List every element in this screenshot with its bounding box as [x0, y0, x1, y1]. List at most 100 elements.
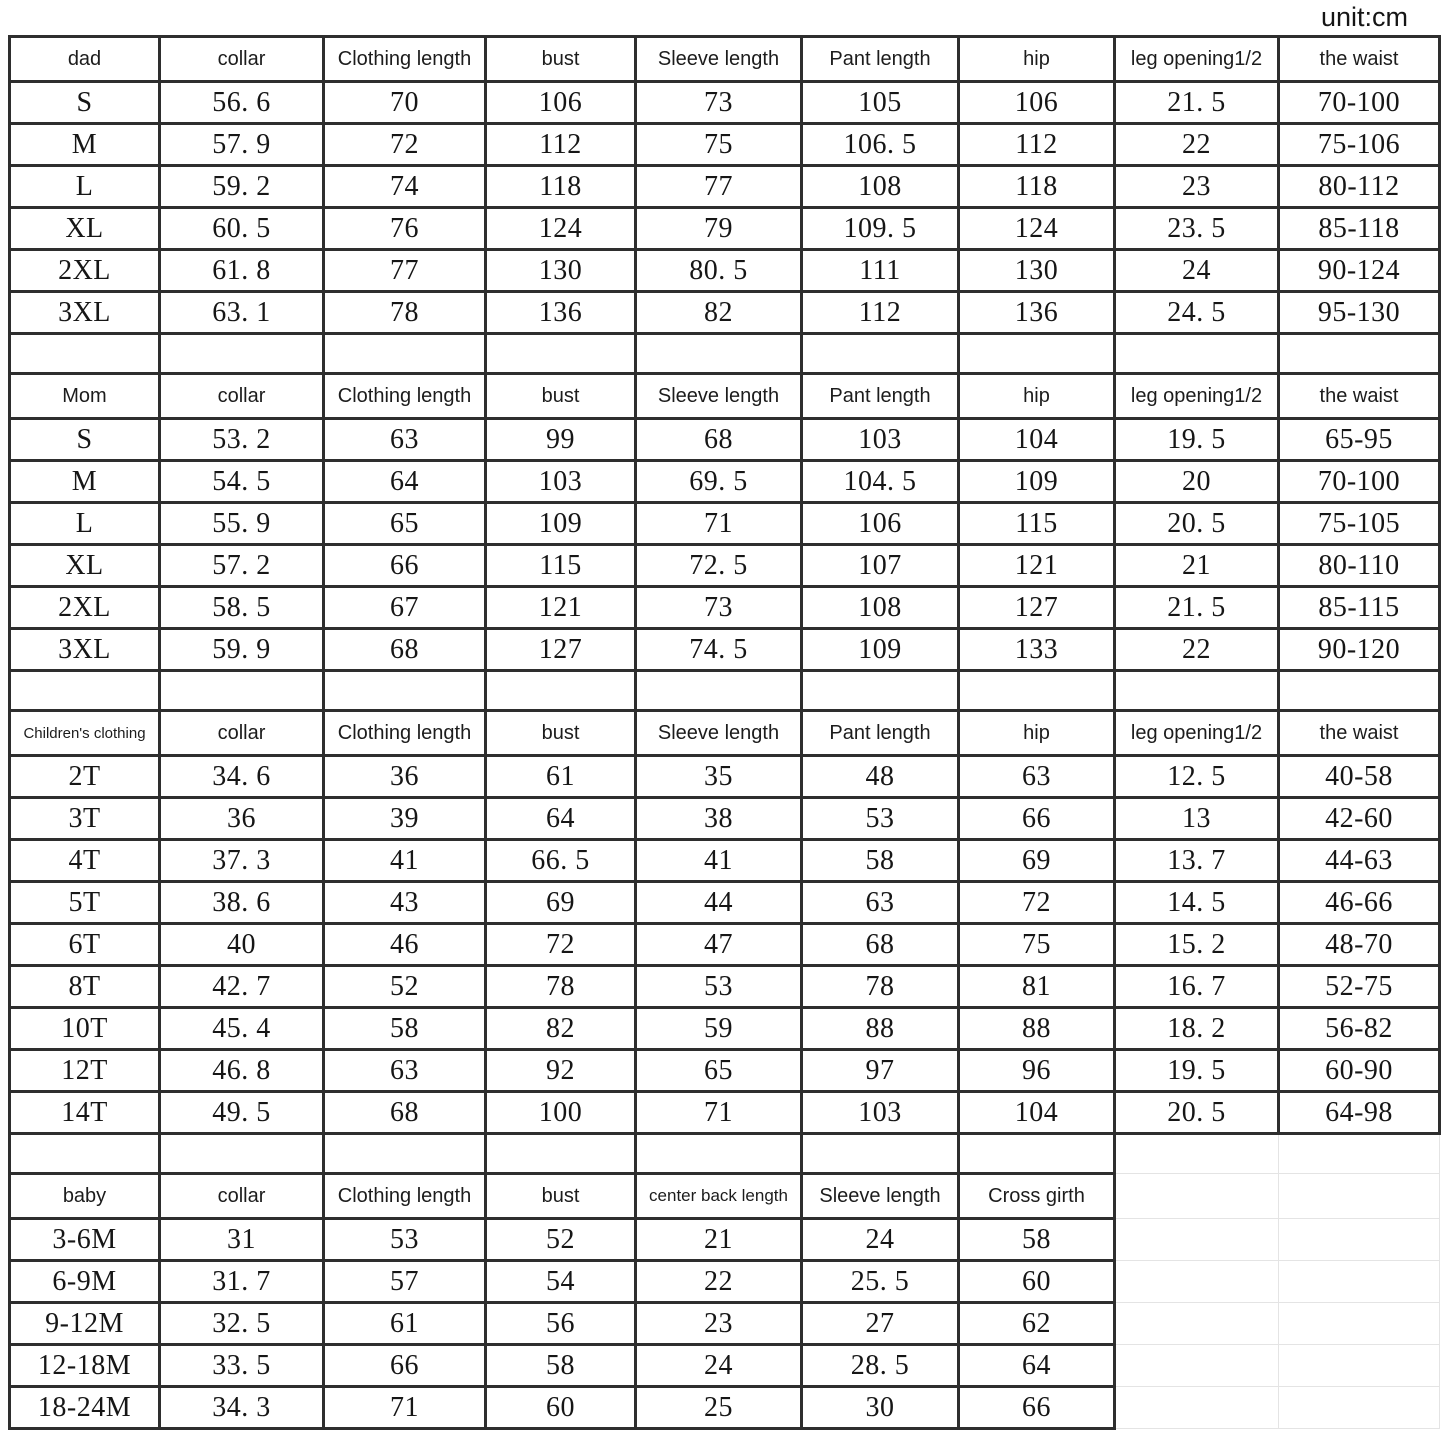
value-cell: 127: [484, 627, 637, 672]
value-cell: 112: [484, 122, 637, 167]
value-cell: 46-66: [1277, 880, 1441, 925]
value-cell: 130: [484, 248, 637, 293]
column-header-collar: collar: [158, 709, 325, 757]
value-cell: 63: [800, 880, 960, 925]
empty-cell: [957, 669, 1116, 712]
value-cell: 19. 5: [1113, 1048, 1280, 1093]
value-cell: 63: [957, 754, 1116, 799]
value-cell: 136: [957, 290, 1116, 335]
value-cell: 92: [484, 1048, 637, 1093]
value-cell: 49. 5: [158, 1090, 325, 1135]
value-cell: 57. 9: [158, 122, 325, 167]
value-cell: 99: [484, 417, 637, 462]
size-label: 2T: [8, 754, 161, 799]
value-cell: 58: [957, 1217, 1116, 1262]
children-s-clothing-row-2t: 2T 34. 6 36 61 35 48 63 12. 5 40-58: [8, 754, 1441, 799]
value-cell: 60-90: [1277, 1048, 1441, 1093]
size-label: 12-18M: [8, 1343, 161, 1388]
value-cell: 39: [322, 796, 487, 841]
size-label: L: [8, 501, 161, 546]
empty-cell: [1277, 332, 1441, 375]
empty-cell: [1113, 332, 1280, 375]
value-cell: 95-130: [1277, 290, 1441, 335]
mom-header-row: Mom collar Clothing length bust Sleeve lengt…: [8, 372, 1441, 420]
value-cell: 23: [634, 1301, 803, 1346]
value-cell: 32. 5: [158, 1301, 325, 1346]
value-cell: 24: [1113, 248, 1280, 293]
value-cell: 45. 4: [158, 1006, 325, 1051]
value-cell: 79: [634, 206, 803, 251]
value-cell: 16. 7: [1113, 964, 1280, 1009]
value-cell: 60: [484, 1385, 637, 1430]
value-cell: 109: [484, 501, 637, 546]
value-cell: 46. 8: [158, 1048, 325, 1093]
value-cell: 85-115: [1277, 585, 1441, 630]
value-cell: 115: [957, 501, 1116, 546]
value-cell: 13. 7: [1113, 838, 1280, 883]
dad-row-3xl: 3XL 63. 1 78 136 82 112 136 24. 5 95-130: [8, 290, 1441, 335]
dad-row-l: L 59. 2 74 118 77 108 118 23 80-112: [8, 164, 1441, 209]
value-cell: 52: [322, 964, 487, 1009]
size-label: 10T: [8, 1006, 161, 1051]
column-header-sleeve-length: Sleeve length: [800, 1172, 960, 1220]
value-cell: 23: [1113, 164, 1280, 209]
value-cell: 105: [800, 80, 960, 125]
column-header-collar: collar: [158, 372, 325, 420]
background-grid-cell: [1278, 1218, 1440, 1261]
size-label: M: [8, 459, 161, 504]
value-cell: 75: [957, 922, 1116, 967]
value-cell: 65: [634, 1048, 803, 1093]
value-cell: 48: [800, 754, 960, 799]
value-cell: 21: [634, 1217, 803, 1262]
value-cell: 97: [800, 1048, 960, 1093]
value-cell: 71: [634, 501, 803, 546]
background-grid-cell: [1114, 1218, 1279, 1261]
background-grid-cell: [1278, 1173, 1440, 1219]
value-cell: 90-124: [1277, 248, 1441, 293]
empty-cell: [957, 1132, 1116, 1175]
unit-label: unit:cm: [1320, 2, 1408, 32]
value-cell: 124: [957, 206, 1116, 251]
value-cell: 115: [484, 543, 637, 588]
value-cell: 70-100: [1277, 80, 1441, 125]
mom-row-2xl: 2XL 58. 5 67 121 73 108 127 21. 5 85-115: [8, 585, 1441, 630]
baby-row-6-9m: 6-9M 31. 7 57 54 22 25. 5 60: [8, 1259, 1440, 1304]
value-cell: 65: [322, 501, 487, 546]
value-cell: 75: [634, 122, 803, 167]
empty-cell: [158, 332, 325, 375]
value-cell: 31. 7: [158, 1259, 325, 1304]
value-cell: 33. 5: [158, 1343, 325, 1388]
empty-cell: [1278, 1133, 1440, 1174]
size-label: 3-6M: [8, 1217, 161, 1262]
column-header-collar: collar: [158, 35, 325, 83]
value-cell: 24. 5: [1113, 290, 1280, 335]
value-cell: 56-82: [1277, 1006, 1441, 1051]
empty-cell: [957, 332, 1116, 375]
mom-row-l: L 55. 9 65 109 71 106 115 20. 5 75-105: [8, 501, 1441, 546]
value-cell: 61. 8: [158, 248, 325, 293]
value-cell: 30: [800, 1385, 960, 1430]
empty-cell: [158, 1132, 325, 1175]
column-header-clothing-length: Clothing length: [322, 35, 487, 83]
children-s-clothing-row-14t: 14T 49. 5 68 100 71 103 104 20. 5 64-98: [8, 1090, 1441, 1135]
value-cell: 38: [634, 796, 803, 841]
value-cell: 57: [322, 1259, 487, 1304]
value-cell: 111: [800, 248, 960, 293]
dad-header-row: dad collar Clothing length bust Sleeve lengt…: [8, 35, 1441, 83]
empty-cell: [484, 332, 637, 375]
value-cell: 106: [484, 80, 637, 125]
value-cell: 59: [634, 1006, 803, 1051]
value-cell: 23. 5: [1113, 206, 1280, 251]
value-cell: 118: [957, 164, 1116, 209]
size-label: XL: [8, 206, 161, 251]
value-cell: 112: [800, 290, 960, 335]
background-grid-cell: [1278, 1386, 1440, 1429]
value-cell: 77: [634, 164, 803, 209]
size-label: 6-9M: [8, 1259, 161, 1304]
value-cell: 53: [322, 1217, 487, 1262]
value-cell: 68: [322, 627, 487, 672]
value-cell: 36: [158, 796, 325, 841]
value-cell: 55. 9: [158, 501, 325, 546]
value-cell: 52-75: [1277, 964, 1441, 1009]
value-cell: 21. 5: [1113, 80, 1280, 125]
